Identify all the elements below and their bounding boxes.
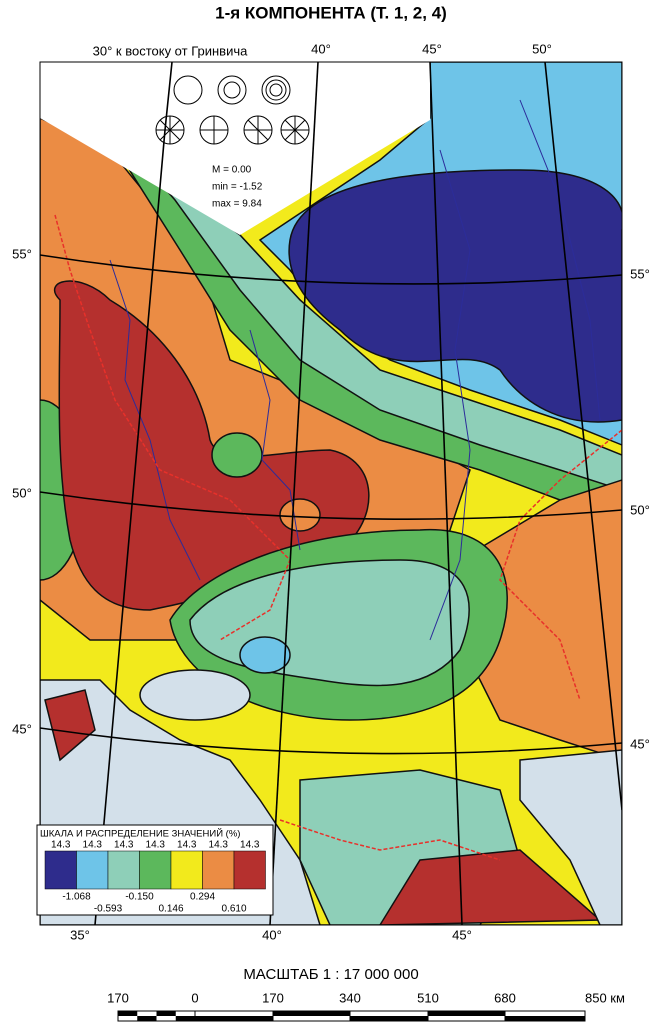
lat-label: 55° (12, 246, 32, 261)
scale-fill (273, 1011, 350, 1016)
symbol (265, 79, 287, 101)
parallel (40, 491, 622, 520)
legend-swatch (139, 850, 172, 890)
lat-label: 45° (12, 721, 32, 736)
map-labels: 30° к востоку от Гринвича 40° 45° 50° 55… (12, 41, 650, 942)
symbol (269, 83, 283, 97)
lat-label: 55° (630, 266, 650, 281)
symbol (261, 75, 291, 105)
lon-label: 45° (452, 927, 472, 942)
scale-label: 170 (262, 990, 284, 1005)
lon-label: 50° (532, 41, 552, 56)
legend-share: 14.3 (51, 840, 71, 851)
stat: M = 0.00 (212, 165, 252, 176)
lon-label: 35° (70, 927, 90, 942)
scale-label: 170 (107, 990, 129, 1005)
border (279, 819, 501, 861)
zone (139, 159, 622, 491)
scale-fill (505, 1016, 585, 1021)
scale-label: 340 (339, 990, 361, 1005)
symbol (223, 81, 241, 99)
legend: ШКАЛА И РАСПРЕДЕЛЕНИЕ ЗНАЧЕНИЙ (%) 14.3 1… (36, 824, 274, 916)
legend-share: 14.3 (114, 840, 134, 851)
scale-subsegment (156, 1011, 176, 1016)
legend-swatch (44, 850, 77, 890)
lon-label: 40° (262, 927, 282, 942)
parallel (40, 254, 622, 285)
scale-title: МАСШТАБ 1 : 17 000 000 (243, 966, 418, 983)
graticule (40, 62, 622, 925)
map-fill (40, 62, 622, 925)
zone (211, 432, 263, 478)
meridian (544, 62, 622, 811)
legend-swatch (170, 850, 203, 890)
zone (288, 169, 622, 423)
map-frame (39, 61, 623, 926)
scale-subsegment (175, 1016, 195, 1021)
scale-fill (428, 1011, 505, 1016)
legend-break: 0.294 (190, 892, 215, 903)
zone (279, 498, 321, 532)
title: 1-я КОМПОНЕНТА (Т. 1, 2, 4) (215, 3, 447, 22)
stat: min = -1.52 (212, 182, 263, 193)
river (519, 99, 601, 421)
meridian (269, 62, 319, 925)
meridian (429, 62, 463, 925)
legend-share: 14.3 (146, 840, 166, 851)
scale-label: 850 км (585, 990, 625, 1005)
sea (139, 669, 251, 721)
borders (54, 214, 622, 861)
scale-subsegment (118, 1011, 138, 1016)
scale-label: 510 (417, 990, 439, 1005)
legend-swatch (107, 850, 140, 890)
legend-share: 14.3 (177, 840, 197, 851)
legend-swatch (202, 850, 235, 890)
legend-break: 0.610 (221, 904, 246, 915)
lon-label: 40° (311, 41, 331, 56)
symbol (217, 75, 247, 105)
scale-subsegment (137, 1016, 157, 1021)
border (499, 429, 622, 701)
scale-label: 680 (494, 990, 516, 1005)
legend-swatch (233, 850, 266, 890)
scale: МАСШТАБ 1 : 17 000 000 170 0 170 340 510 680 8… (107, 966, 625, 1022)
lat-label: 45° (630, 736, 650, 751)
zone (44, 689, 96, 762)
symbol-rays (156, 116, 309, 144)
legend-share: 14.3 (209, 840, 229, 851)
legend-break: -0.593 (94, 904, 123, 915)
legend-break: -1.068 (62, 892, 91, 903)
legend-title: ШКАЛА И РАСПРЕДЕЛЕНИЕ ЗНАЧЕНИЙ (%) (40, 828, 240, 840)
meridian-caption: 30° к востоку от Гринвича (93, 43, 248, 58)
zone (239, 636, 291, 674)
legend-swatch (76, 850, 109, 890)
scale-fill (195, 1016, 273, 1021)
river (109, 259, 201, 581)
symbol (173, 75, 203, 105)
parallel (40, 727, 622, 755)
legend-break: -0.150 (125, 892, 154, 903)
sea (519, 749, 622, 925)
lat-label: 50° (12, 485, 32, 500)
border (54, 214, 291, 641)
scale-fill (350, 1016, 428, 1021)
legend-share: 14.3 (83, 840, 103, 851)
legend-break: 0.146 (158, 904, 183, 915)
scale-label: 0 (191, 990, 198, 1005)
legend-share: 14.3 (240, 840, 260, 851)
lat-label: 50° (630, 502, 650, 517)
stat: max = 9.84 (212, 199, 262, 210)
lon-label: 45° (422, 41, 442, 56)
symbols (155, 75, 310, 145)
river (429, 149, 471, 641)
inset-area (40, 62, 430, 235)
